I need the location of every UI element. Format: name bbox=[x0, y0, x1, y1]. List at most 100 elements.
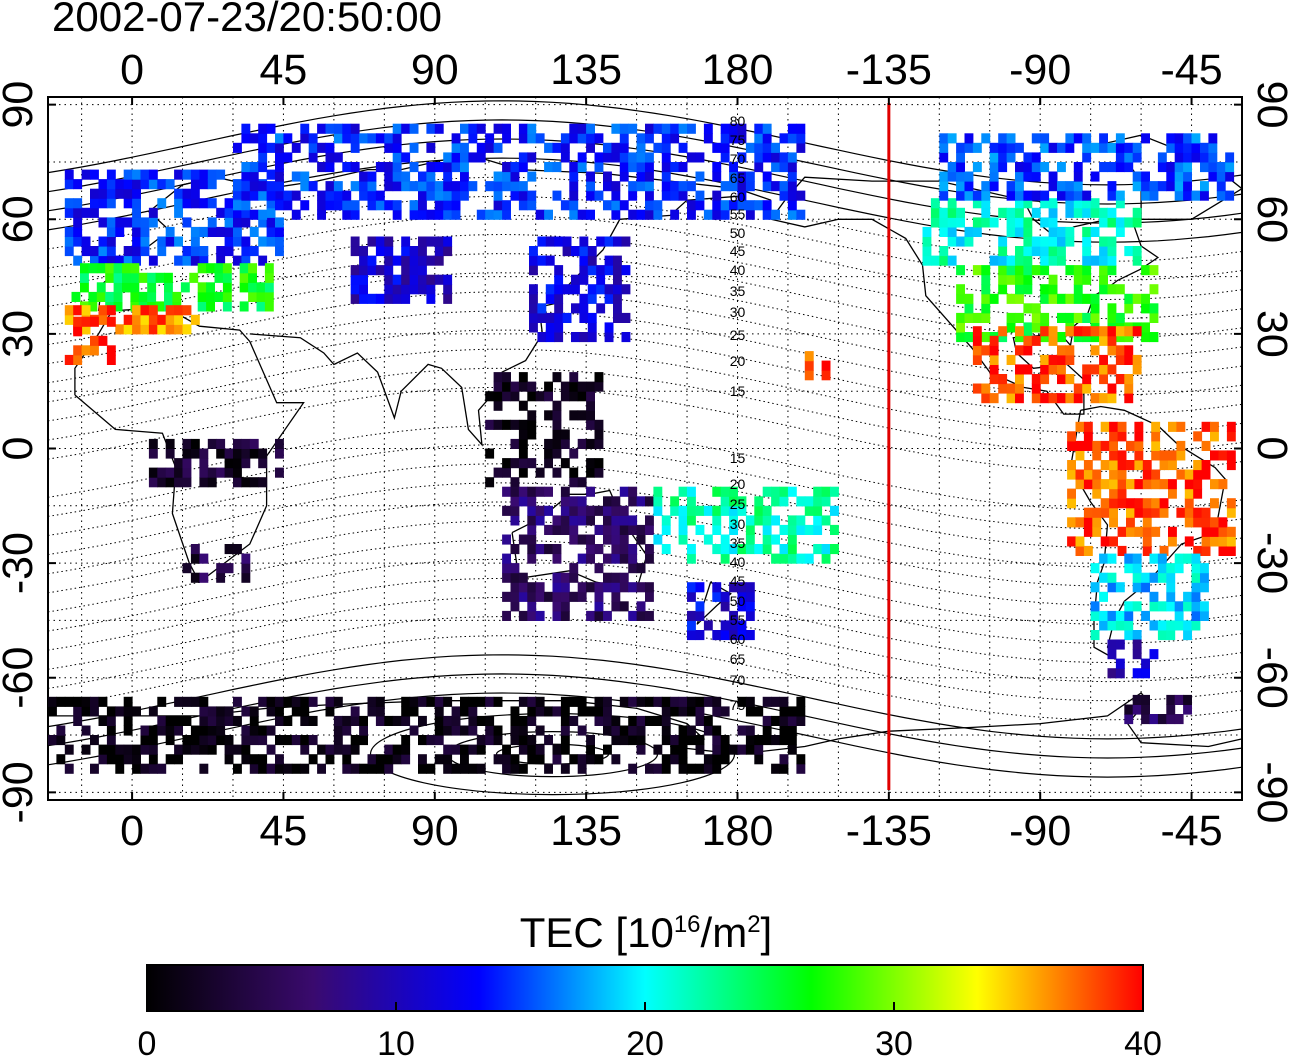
tec-pixel bbox=[73, 207, 83, 218]
tec-pixel bbox=[1109, 479, 1118, 490]
tec-pixel bbox=[275, 696, 284, 707]
tec-pixel bbox=[106, 217, 116, 228]
tec-pixel bbox=[636, 524, 646, 535]
tec-pixel bbox=[1107, 142, 1117, 153]
tec-pixel bbox=[233, 236, 242, 247]
tec-pixel bbox=[1006, 255, 1016, 266]
tec-pixel bbox=[130, 272, 140, 283]
tec-pixel bbox=[1115, 354, 1125, 365]
tec-pixel bbox=[502, 162, 511, 173]
tec-pixel bbox=[628, 582, 638, 593]
tec-pixel bbox=[604, 322, 614, 333]
tec-pixel bbox=[529, 322, 538, 333]
tec-pixel bbox=[1193, 545, 1203, 556]
tec-pixel bbox=[1006, 274, 1016, 285]
tec-pixel bbox=[317, 763, 326, 774]
tec-pixel bbox=[241, 169, 251, 180]
tec-pixel bbox=[1006, 312, 1016, 323]
tec-pixel bbox=[527, 133, 537, 144]
tec-pixel bbox=[1040, 312, 1050, 323]
tec-pixel bbox=[529, 246, 538, 257]
tec-pixel bbox=[73, 345, 83, 356]
tec-pixel bbox=[1023, 322, 1033, 333]
tec-pixel bbox=[182, 305, 192, 316]
tec-pixel bbox=[384, 246, 394, 257]
x-tick-label-top: -135 bbox=[846, 46, 932, 94]
tec-pixel bbox=[678, 696, 688, 707]
tec-pixel bbox=[587, 265, 597, 276]
x-tick-label-top: -45 bbox=[1160, 46, 1222, 94]
tec-pixel bbox=[1023, 265, 1033, 276]
tec-pixel bbox=[182, 467, 192, 478]
tec-pixel bbox=[1090, 171, 1100, 182]
tec-pixel bbox=[712, 763, 722, 774]
tec-pixel bbox=[613, 312, 622, 323]
tec-pixel bbox=[443, 284, 453, 295]
tec-pixel bbox=[545, 322, 555, 333]
tec-pixel bbox=[493, 696, 503, 707]
tec-pixel bbox=[653, 763, 663, 774]
tec-pixel bbox=[48, 696, 57, 707]
tec-pixel bbox=[216, 246, 226, 257]
tec-pixel bbox=[787, 544, 797, 555]
tec-pixel bbox=[190, 696, 200, 707]
tec-pixel bbox=[1015, 190, 1024, 201]
tec-pixel bbox=[443, 190, 453, 201]
tec-pixel bbox=[779, 181, 789, 192]
tec-pixel bbox=[745, 706, 755, 717]
tec-pixel bbox=[1226, 460, 1236, 471]
tec-pixel bbox=[325, 152, 335, 163]
tec-pixel bbox=[720, 152, 730, 163]
tec-pixel bbox=[1082, 236, 1092, 247]
tec-pixel bbox=[552, 572, 562, 583]
tec-pixel bbox=[569, 467, 579, 478]
tec-pixel bbox=[545, 332, 555, 343]
tec-pixel bbox=[947, 198, 957, 209]
tec-pixel bbox=[1107, 265, 1117, 276]
tec-pixel bbox=[939, 217, 949, 228]
tec-pixel bbox=[1124, 303, 1134, 314]
tec-pixel bbox=[586, 391, 595, 402]
tec-pixel bbox=[703, 725, 713, 736]
tec-pixel bbox=[98, 335, 108, 346]
tec-pixel bbox=[1115, 198, 1125, 209]
tec-pixel bbox=[611, 591, 621, 602]
tec-pixel bbox=[1075, 536, 1085, 547]
tec-pixel bbox=[122, 263, 131, 274]
tec-pixel bbox=[401, 181, 411, 192]
tec-pixel bbox=[233, 255, 242, 266]
tec-pixel bbox=[1107, 190, 1117, 201]
tec-pixel bbox=[678, 725, 688, 736]
tec-pixel bbox=[787, 200, 797, 211]
tec-pixel bbox=[560, 142, 570, 153]
tec-pixel bbox=[1115, 226, 1125, 237]
tec-pixel bbox=[1168, 421, 1177, 432]
tec-pixel bbox=[1006, 226, 1016, 237]
tec-pixel bbox=[266, 198, 276, 209]
tec-pixel bbox=[1124, 246, 1134, 257]
tec-pixel bbox=[460, 123, 469, 134]
tec-pixel bbox=[106, 236, 116, 247]
tec-pixel bbox=[409, 284, 419, 295]
tec-pixel bbox=[1132, 630, 1142, 641]
tec-pixel bbox=[443, 200, 453, 211]
tec-pixel bbox=[434, 246, 444, 257]
tec-pixel bbox=[569, 524, 579, 535]
tec-pixel bbox=[132, 188, 141, 199]
x-tick-label-bottom: -90 bbox=[1009, 807, 1071, 855]
tec-pixel bbox=[712, 706, 722, 717]
tec-pixel bbox=[1107, 582, 1117, 593]
tec-pixel bbox=[586, 582, 595, 593]
tec-pixel bbox=[1115, 332, 1125, 343]
tec-pixel bbox=[678, 505, 688, 516]
tec-pixel bbox=[443, 715, 453, 726]
tec-pixel bbox=[275, 142, 284, 153]
tec-pixel bbox=[653, 209, 663, 220]
tec-pixel bbox=[502, 591, 511, 602]
tec-pixel bbox=[737, 696, 747, 707]
tec-pixel bbox=[249, 725, 259, 736]
tec-pixel bbox=[529, 293, 538, 304]
tec-pixel bbox=[754, 735, 764, 746]
tec-pixel bbox=[1142, 545, 1152, 556]
tec-pixel bbox=[359, 265, 368, 276]
